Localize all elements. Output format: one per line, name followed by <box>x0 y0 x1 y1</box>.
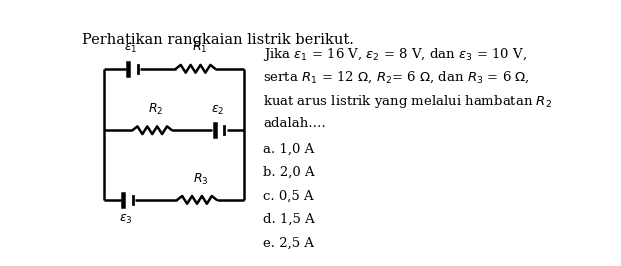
Text: $\varepsilon_2$: $\varepsilon_2$ <box>211 104 224 117</box>
Text: $R_2$: $R_2$ <box>148 102 164 117</box>
Text: kuat arus listrik yang melalui hambatan $R_2$: kuat arus listrik yang melalui hambatan … <box>263 93 552 110</box>
Text: $R_3$: $R_3$ <box>193 172 209 186</box>
Text: a. 1,0 A: a. 1,0 A <box>263 143 314 156</box>
Text: adalah….: adalah…. <box>263 117 325 130</box>
Text: Perhatikan rangkaian listrik berikut.: Perhatikan rangkaian listrik berikut. <box>83 33 355 47</box>
Text: serta $R_1$ = 12 $\Omega$, $R_2$= 6 $\Omega$, dan $R_3$ = 6 $\Omega$,: serta $R_1$ = 12 $\Omega$, $R_2$= 6 $\Om… <box>263 70 530 85</box>
Text: e. 2,5 A: e. 2,5 A <box>263 237 314 250</box>
Text: $\varepsilon_1$: $\varepsilon_1$ <box>124 42 137 56</box>
Text: $R_1$: $R_1$ <box>192 40 207 56</box>
Text: $\varepsilon_3$: $\varepsilon_3$ <box>119 213 132 226</box>
Text: d. 1,5 A: d. 1,5 A <box>263 213 315 226</box>
Text: c. 0,5 A: c. 0,5 A <box>263 190 314 203</box>
Text: Jika $\varepsilon_1$ = 16 V, $\varepsilon_2$ = 8 V, dan $\varepsilon_3$ = 10 V,: Jika $\varepsilon_1$ = 16 V, $\varepsilo… <box>263 46 527 63</box>
Text: b. 2,0 A: b. 2,0 A <box>263 166 315 179</box>
